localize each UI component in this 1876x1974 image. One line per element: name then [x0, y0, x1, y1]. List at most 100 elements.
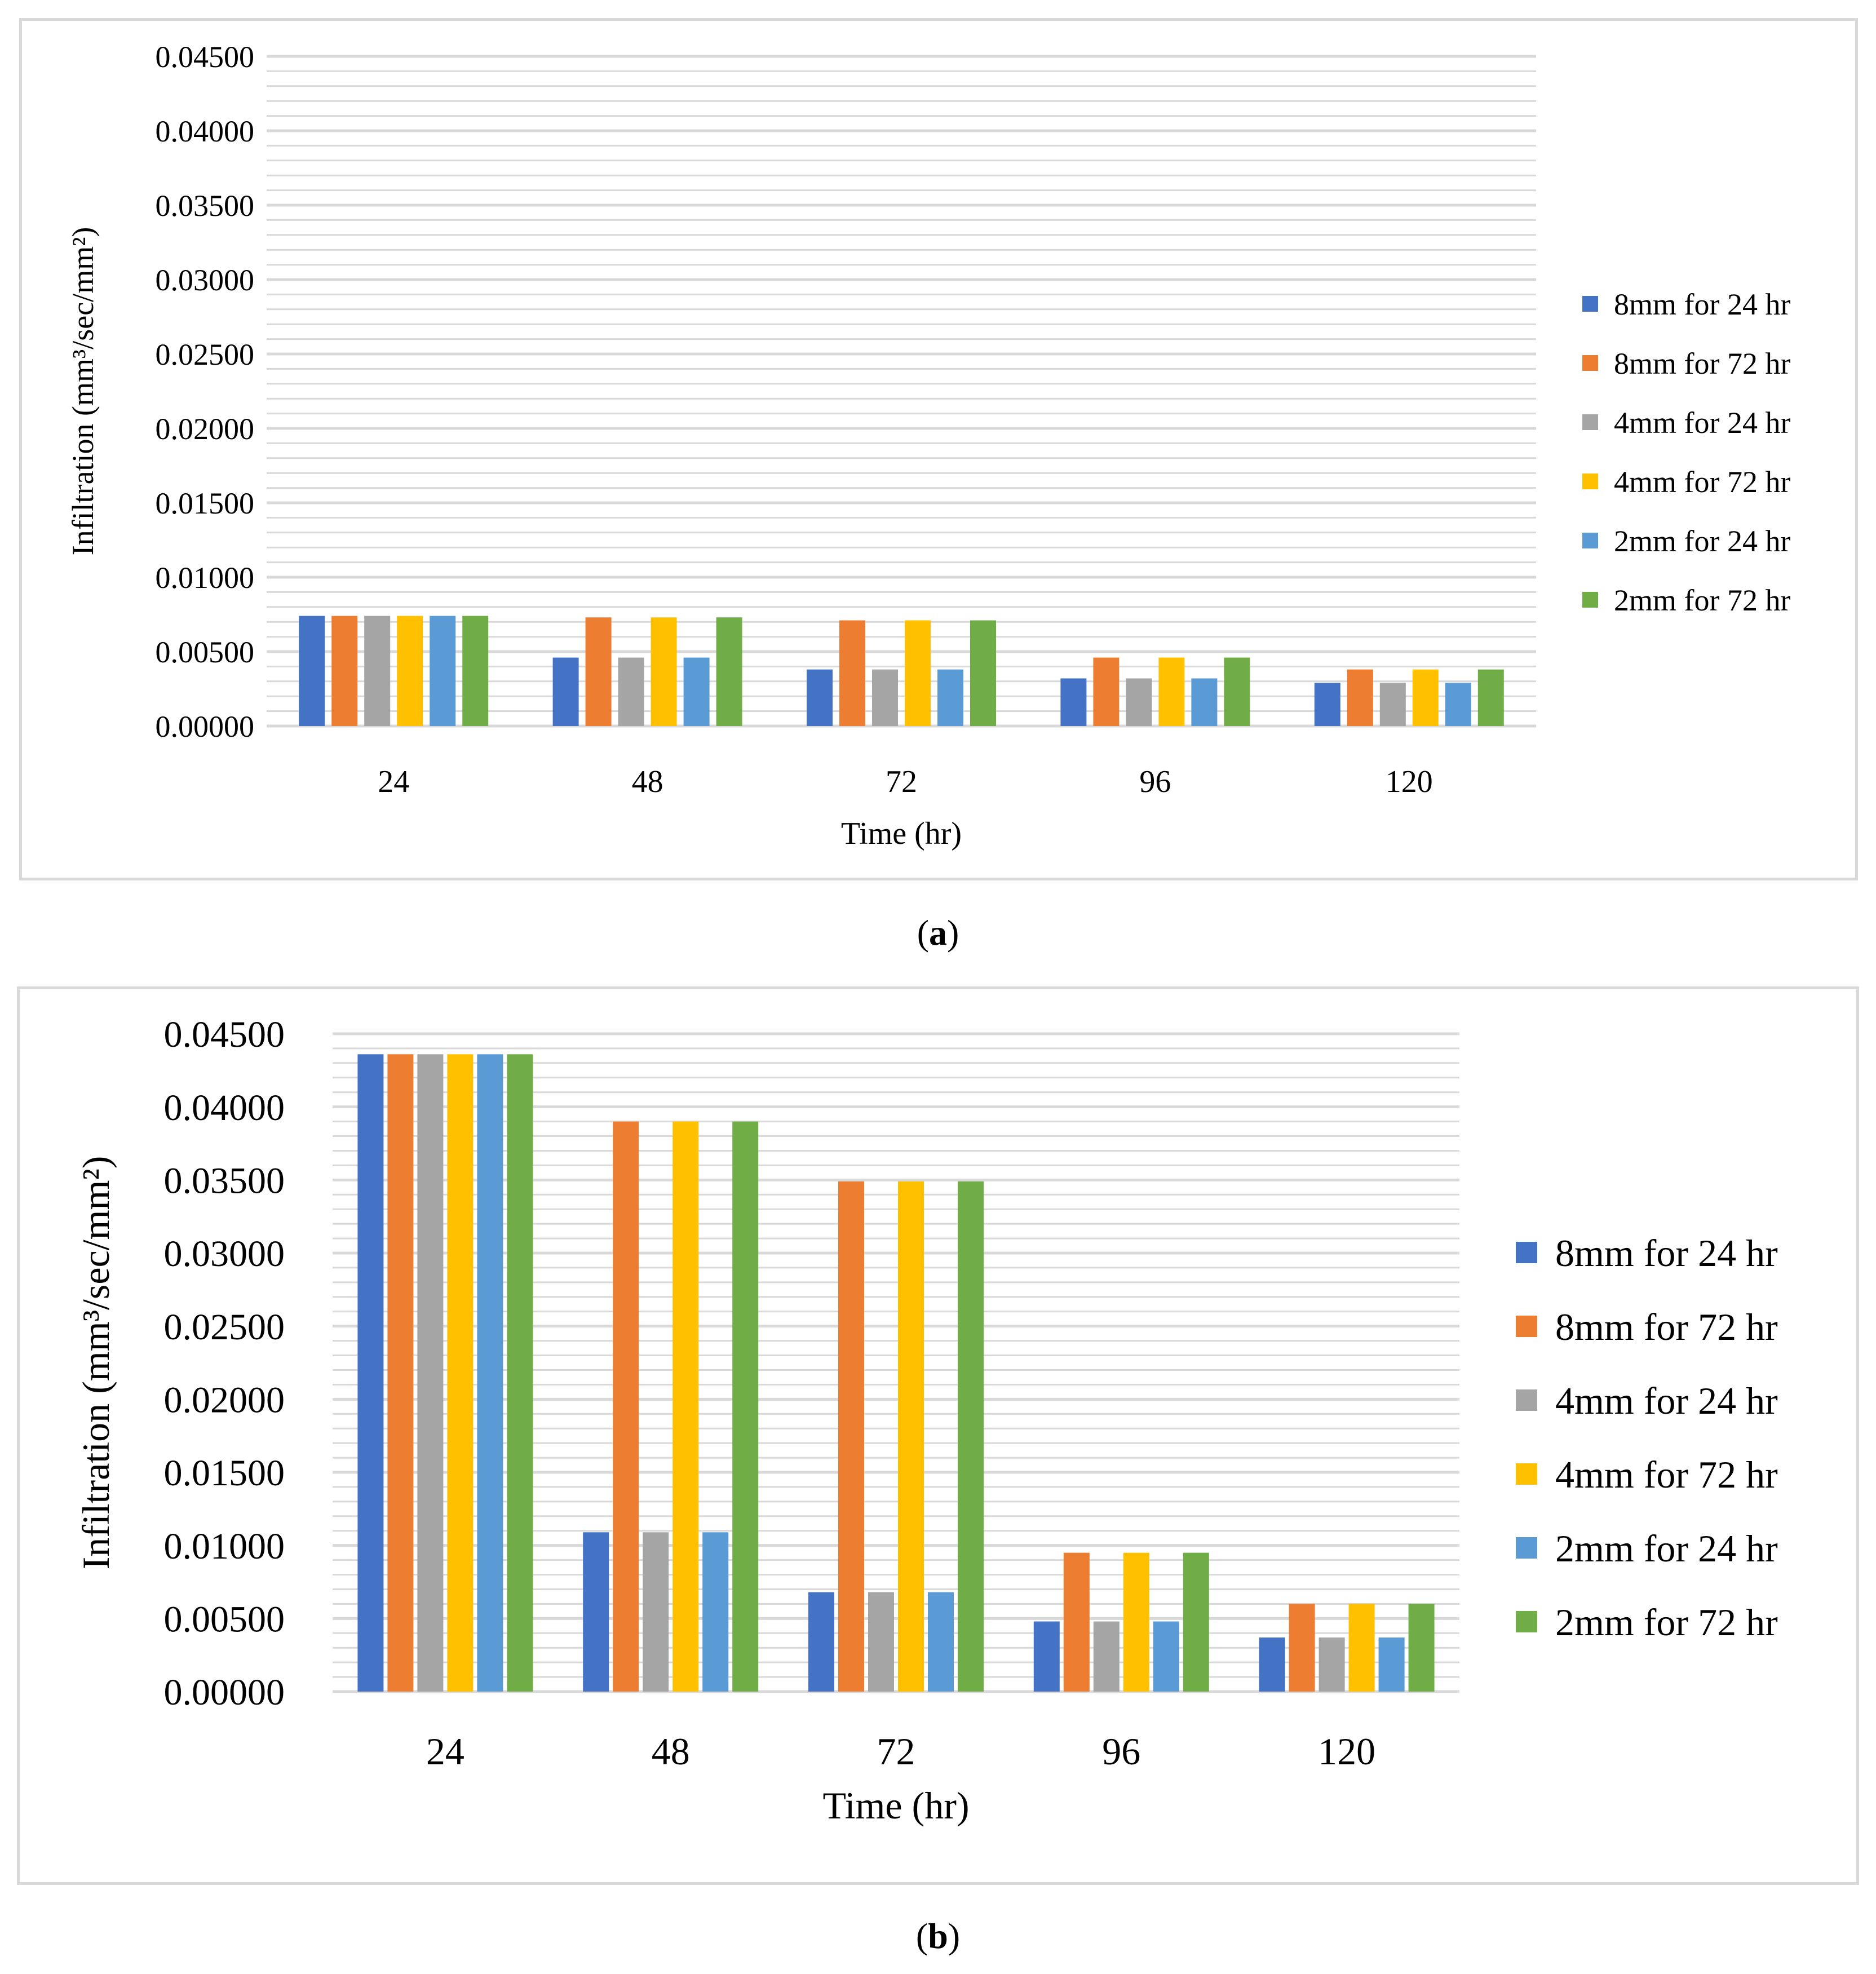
y-tick-label: 0.00000: [156, 710, 255, 743]
bar: [618, 657, 644, 726]
bar: [1093, 1621, 1120, 1692]
legend-label: 4mm for 72 hr: [1614, 465, 1790, 499]
legend-swatch: [1582, 296, 1598, 312]
legend-label: 4mm for 72 hr: [1555, 1453, 1778, 1496]
legend-swatch: [1516, 1463, 1537, 1485]
bar: [838, 1181, 864, 1692]
legend-label: 8mm for 24 hr: [1555, 1232, 1778, 1274]
bar: [1158, 657, 1185, 726]
bar: [872, 669, 898, 726]
legend-label: 2mm for 72 hr: [1614, 583, 1790, 617]
legend-label: 4mm for 24 hr: [1614, 406, 1790, 440]
bar: [1318, 1637, 1345, 1692]
bar: [868, 1592, 894, 1692]
caption-close-paren: ): [948, 1916, 961, 1956]
legend-swatch: [1582, 592, 1598, 608]
bar: [299, 616, 325, 726]
bar: [1445, 683, 1471, 726]
bar: [1378, 1637, 1405, 1692]
y-tick-label: 0.02000: [156, 412, 255, 446]
bar: [1379, 683, 1406, 726]
bar: [1348, 1604, 1375, 1692]
bar: [905, 620, 931, 726]
legend-label: 8mm for 72 hr: [1614, 347, 1790, 380]
y-tick-label: 0.02500: [164, 1307, 285, 1348]
x-tick-label: 48: [652, 1730, 690, 1773]
legend-swatch: [1516, 1611, 1537, 1632]
legend-label: 2mm for 24 hr: [1614, 524, 1790, 558]
bar: [1060, 678, 1087, 726]
legend-swatch: [1516, 1316, 1537, 1337]
bar: [1093, 657, 1120, 726]
y-tick-label: 0.04000: [156, 114, 255, 148]
legend-label: 8mm for 24 hr: [1614, 287, 1790, 321]
bar: [1123, 1552, 1149, 1692]
caption-letter: a: [929, 913, 947, 953]
bar: [1033, 1621, 1060, 1692]
legend-swatch: [1582, 533, 1598, 548]
bar: [447, 1054, 474, 1692]
bar: [928, 1592, 954, 1692]
y-axis-title: Infiltration (mm³/sec/mm²): [74, 1156, 117, 1570]
bar: [583, 1532, 609, 1692]
bar: [1183, 1552, 1209, 1692]
bar: [1191, 678, 1218, 726]
x-tick-label: 96: [1139, 764, 1171, 799]
x-axis-title: Time (hr): [841, 816, 962, 851]
x-tick-label: 120: [1386, 764, 1433, 799]
bar: [732, 1121, 759, 1692]
bar: [1408, 1604, 1435, 1692]
chart-panel-b: 0.00000 0.00500 0.01000 0.01500 0.02000 0.025…: [17, 986, 1859, 1885]
legend-label: 2mm for 72 hr: [1555, 1601, 1778, 1644]
y-tick-label: 0.00500: [164, 1599, 285, 1640]
x-tick-label: 24: [378, 764, 409, 799]
caption-open-paren: (: [917, 913, 929, 953]
y-tick-label: 0.01500: [156, 486, 255, 520]
x-tick-label: 96: [1102, 1730, 1140, 1773]
bar: [672, 1121, 699, 1692]
bar: [1224, 657, 1250, 726]
bar: [585, 617, 612, 726]
bar: [1477, 669, 1504, 726]
caption-letter: b: [928, 1916, 948, 1956]
y-tick-label: 0.00000: [164, 1672, 285, 1713]
bar: [477, 1054, 503, 1692]
chart-panel-a: 0.00000 0.00500 0.01000 0.01500 0.02000 0.025…: [19, 18, 1858, 880]
caption-open-paren: (: [915, 1916, 928, 1956]
bar: [839, 620, 865, 726]
y-tick-label: 0.03000: [164, 1233, 285, 1274]
bar: [397, 616, 423, 726]
y-tick-label: 0.00500: [156, 635, 255, 669]
x-axis-title: Time (hr): [822, 1784, 969, 1827]
legend-swatch: [1582, 414, 1598, 430]
bar: [970, 620, 996, 726]
figure-caption-b: (b): [0, 1915, 1876, 1957]
bar: [1314, 683, 1340, 726]
y-tick-label: 0.01000: [164, 1526, 285, 1567]
bar: [808, 1592, 834, 1692]
y-axis-title: Infiltration (mm³/sec/mm²): [66, 227, 100, 556]
x-tick-label: 72: [886, 764, 917, 799]
bar: [702, 1532, 729, 1692]
bar: [357, 1054, 384, 1692]
bar: [683, 657, 710, 726]
legend-label: 2mm for 24 hr: [1555, 1527, 1778, 1570]
bar: [898, 1181, 924, 1692]
legend-swatch: [1582, 473, 1598, 489]
bar: [716, 617, 742, 726]
x-tick-label: 120: [1318, 1730, 1375, 1773]
bar: [1347, 669, 1373, 726]
bar: [643, 1532, 669, 1692]
x-tick-label: 24: [426, 1730, 464, 1773]
bar: [1063, 1552, 1090, 1692]
x-tick-label: 72: [877, 1730, 915, 1773]
bar: [387, 1054, 414, 1692]
y-tick-label: 0.03500: [164, 1160, 285, 1201]
x-tick-label: 48: [632, 764, 663, 799]
bar: [1412, 669, 1439, 726]
caption-close-paren: ): [947, 913, 959, 953]
bar: [1126, 678, 1152, 726]
bar: [462, 616, 489, 726]
legend-label: 4mm for 24 hr: [1555, 1379, 1778, 1422]
y-tick-label: 0.01000: [156, 561, 255, 595]
